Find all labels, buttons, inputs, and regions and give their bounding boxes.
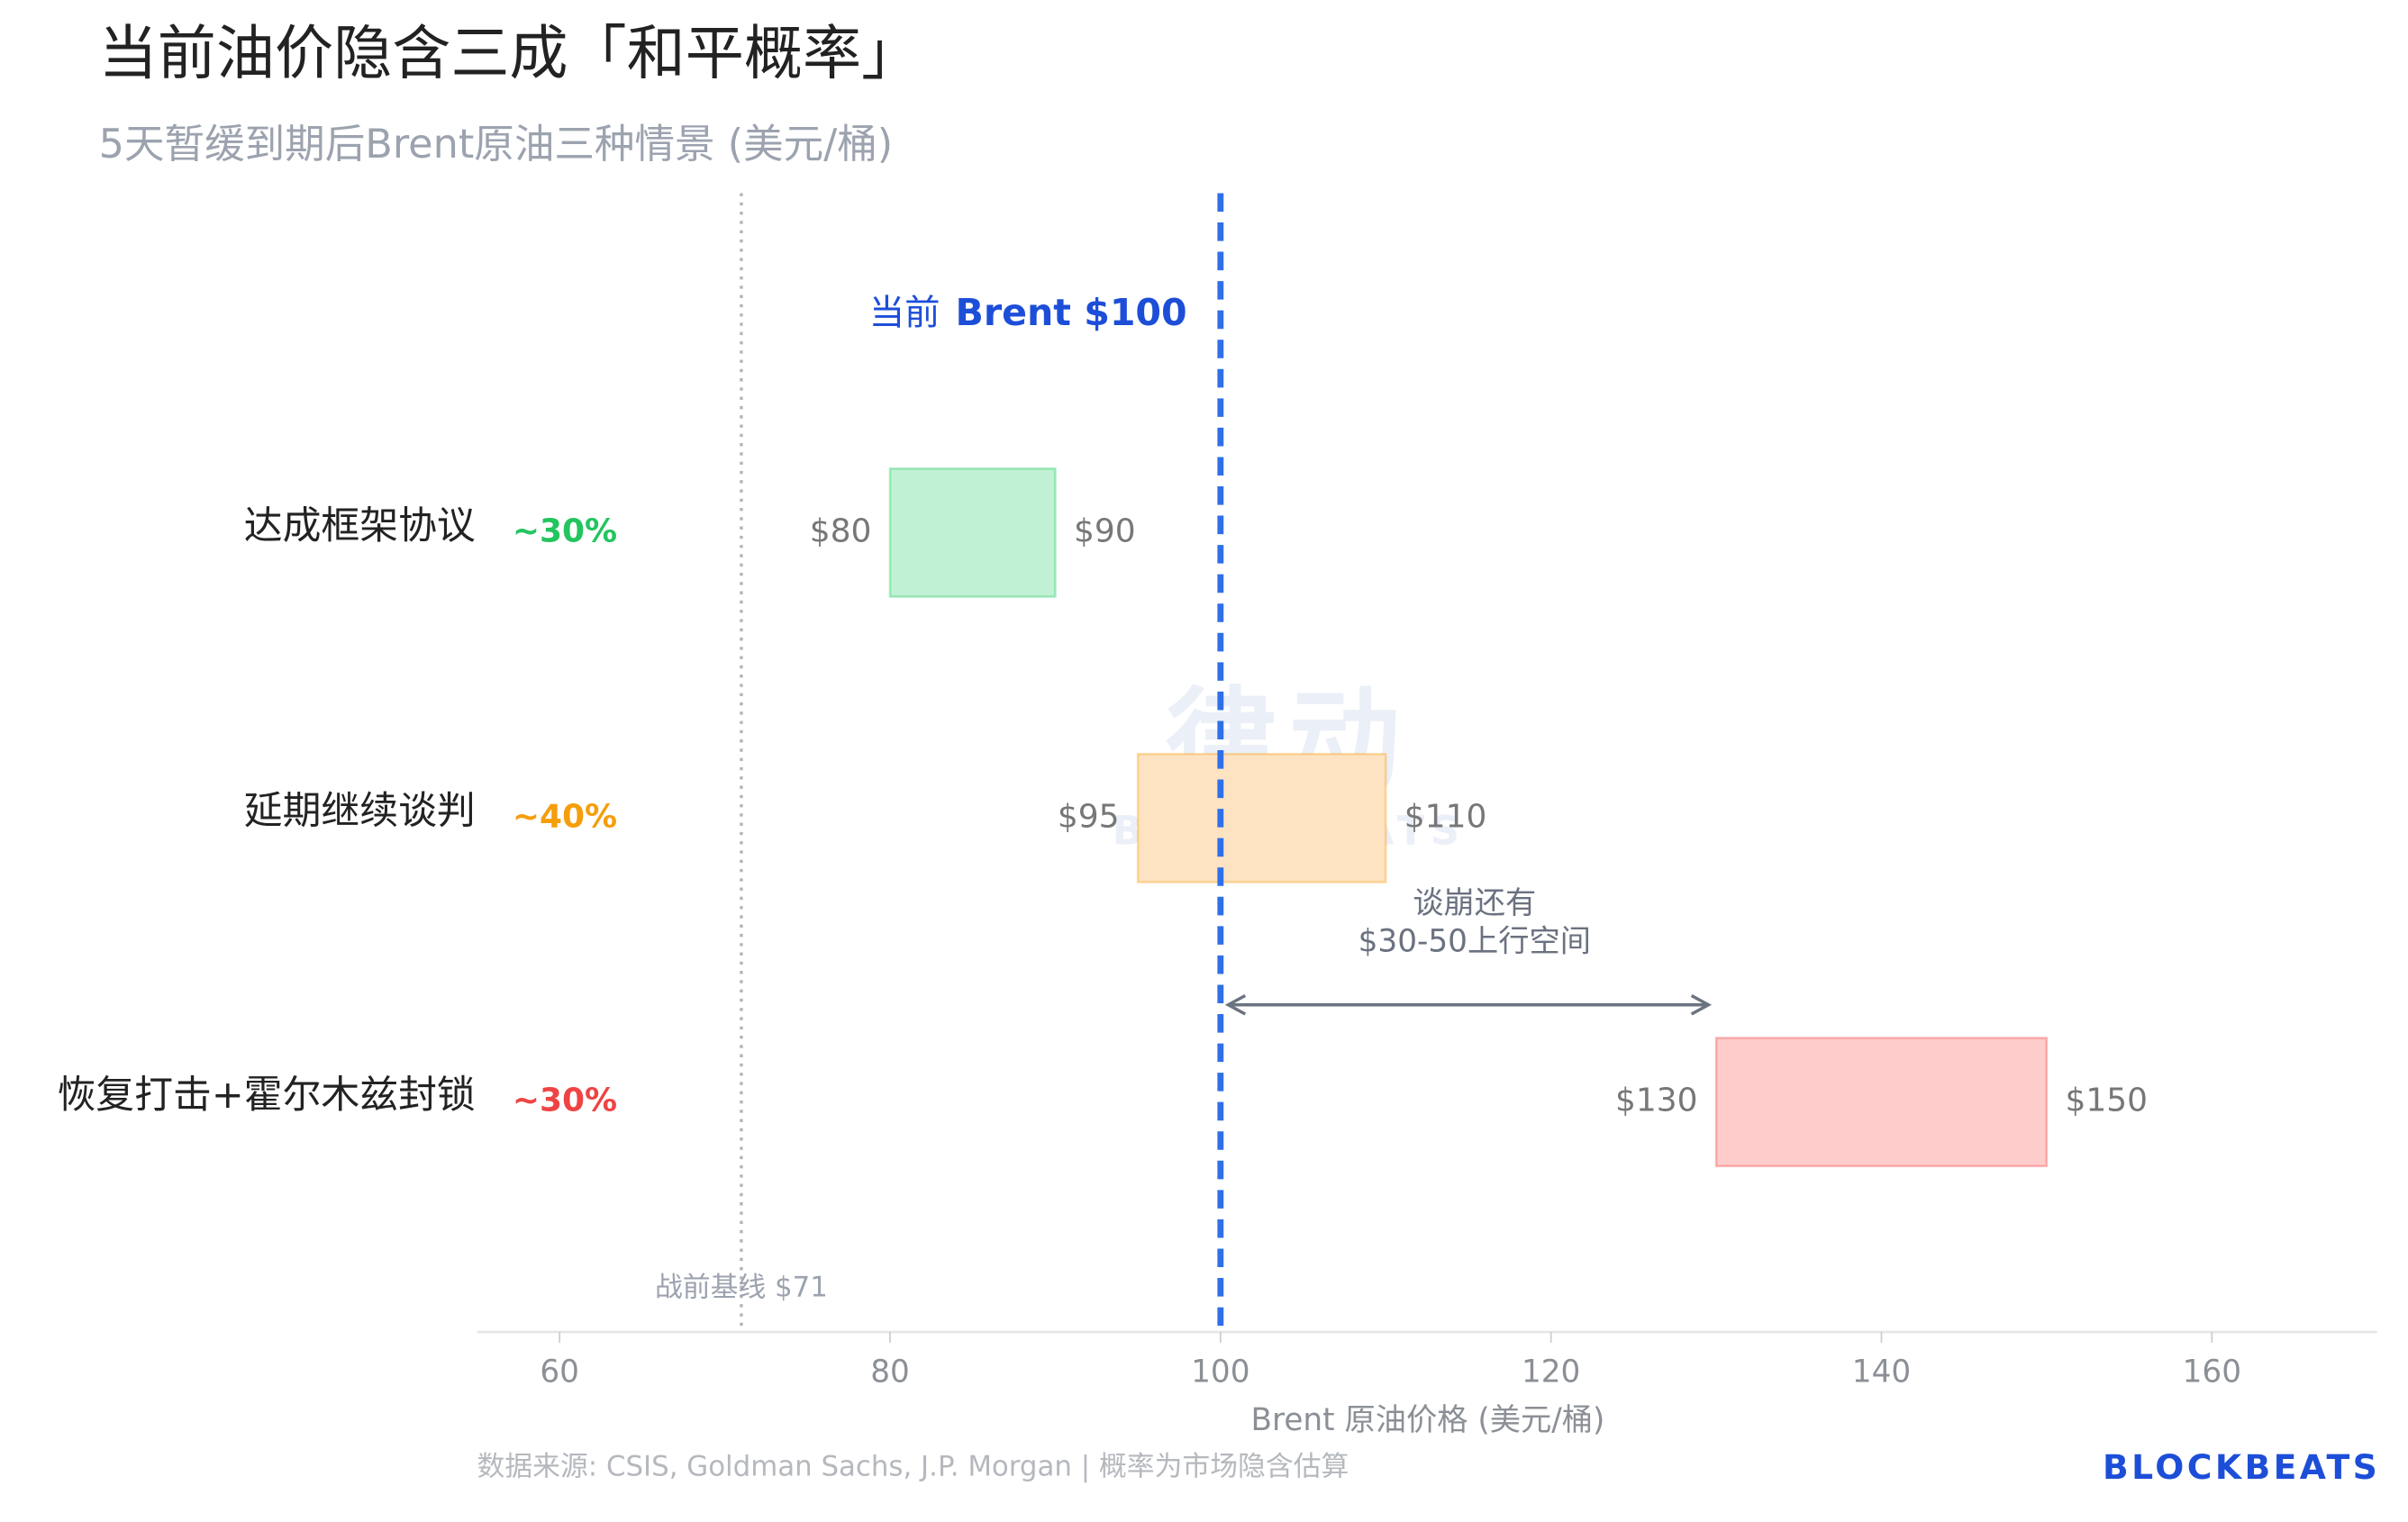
x-tick-label: 140 (1852, 1354, 1911, 1391)
low-label: $80 (810, 512, 872, 549)
current-label: Brent $100 (956, 291, 1187, 334)
x-tick-label: 160 (2183, 1354, 2241, 1391)
range-bar (1136, 753, 1387, 883)
high-label: $110 (1404, 798, 1487, 835)
chart-subtitle: 5天暂缓到期后Brent原油三种情景 (美元/桶) (99, 121, 893, 168)
range-bar (1714, 1037, 2049, 1168)
category-label: 达成框架协议 (244, 503, 476, 548)
high-label: $150 (2065, 1083, 2148, 1119)
arrow-head (1690, 993, 1713, 1016)
annotation-text: 谈崩还有 (1413, 885, 1536, 921)
chart-title: 当前油价隐含三成「和平概率」 (99, 21, 921, 88)
arrow-head (1224, 993, 1247, 1016)
x-tick-label: 80 (870, 1354, 910, 1391)
low-label: $130 (1615, 1083, 1698, 1119)
probability-label: ~30% (513, 512, 617, 549)
source-note: 数据来源: CSIS, Goldman Sachs, J.P. Morgan |… (477, 1450, 1349, 1482)
annotation-text: $30-50上行空间 (1358, 924, 1591, 960)
baseline-label: 战前基线 $71 (655, 1272, 828, 1304)
x-tick-label: 100 (1191, 1354, 1249, 1391)
x-tick-label: 120 (1522, 1354, 1580, 1391)
probability-label: ~40% (513, 798, 617, 835)
category-label: 恢复打击+霍尔木兹封锁 (58, 1073, 476, 1118)
x-tick-label: 60 (540, 1354, 579, 1391)
probability-label: ~30% (513, 1083, 617, 1119)
range-bar (888, 467, 1057, 598)
current-prefix: 当前 (869, 292, 940, 333)
high-label: $90 (1074, 512, 1136, 549)
category-label: 延期继续谈判 (244, 789, 476, 834)
x-axis-label: Brent 原油价格 (美元/桶) (1251, 1402, 1605, 1438)
low-label: $95 (1058, 798, 1120, 835)
brand-logo: BLOCKBEATS (2103, 1447, 2380, 1487)
